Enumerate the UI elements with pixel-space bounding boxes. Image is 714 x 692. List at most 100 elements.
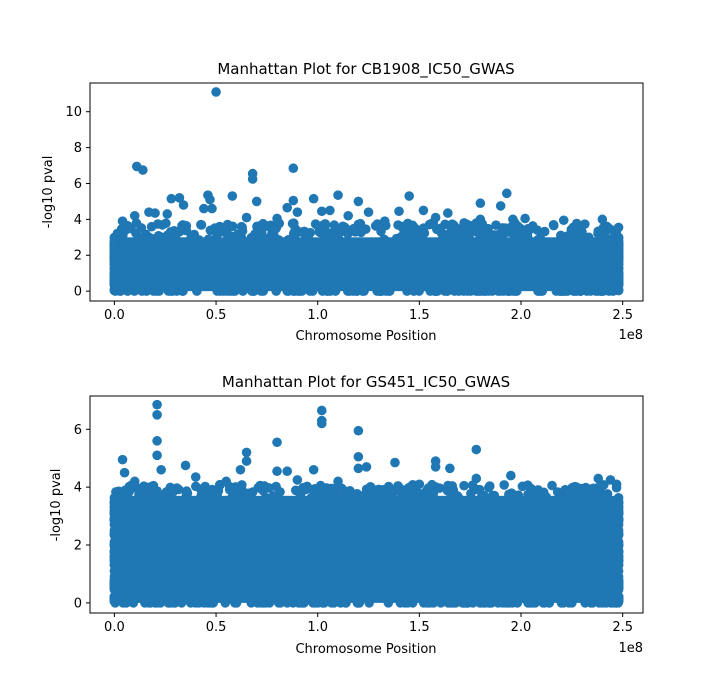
chart-top-point [186, 233, 196, 244]
chart-bottom-point [165, 598, 176, 608]
chart-bottom-point [109, 551, 120, 562]
chart-bottom-point [212, 489, 223, 500]
chart-bottom-point [476, 598, 486, 608]
chart-bottom-dense-point-band [114, 495, 619, 603]
chart-top-point [110, 286, 121, 296]
chart-top-outlier-point [162, 209, 173, 219]
chart-top-point [305, 286, 315, 296]
chart-bottom-point [295, 598, 306, 608]
chart-top-outlier-point [174, 193, 185, 203]
chart-bottom-point [109, 539, 120, 550]
chart-top-point [613, 259, 624, 270]
chart-bottom-outlier-point [152, 410, 162, 420]
chart-bottom-point [613, 530, 624, 541]
chart-bottom-point [185, 598, 196, 608]
chart-bottom-point [208, 598, 219, 608]
chart-top-point [613, 250, 624, 260]
chart-bottom-point [402, 598, 413, 608]
chart-top-point [348, 224, 358, 234]
chart-bottom-x-tick-label: 1.5 [409, 620, 430, 635]
chart-top-y-tick-label: 6 [74, 177, 82, 192]
chart-bottom-point [264, 483, 274, 493]
chart-top-point [248, 234, 258, 244]
chart-bottom-outlier-point [152, 436, 162, 446]
chart-top-point [411, 234, 421, 245]
chart-top-point [134, 232, 144, 243]
chart-bottom-point [541, 492, 552, 502]
chart-top-point [535, 286, 546, 296]
chart-bottom-point [381, 493, 392, 504]
chart-bottom-outlier-point [353, 463, 364, 474]
chart-bottom-outlier-point [221, 476, 232, 487]
chart-bottom-point [507, 598, 518, 608]
chart-bottom-point [529, 492, 540, 503]
chart-top-point [372, 219, 383, 229]
chart-top-outlier-point [325, 205, 335, 216]
chart-top-point [290, 229, 301, 240]
chart-bottom-point [255, 480, 265, 491]
chart-top-point [320, 220, 331, 230]
chart-top-point [109, 250, 120, 260]
chart-bottom-outlier-point [430, 462, 441, 472]
chart-top-outlier-point [343, 210, 354, 221]
chart-top-outlier-point [138, 165, 148, 175]
chart-bottom-point [190, 481, 201, 492]
chart-top-point [221, 227, 232, 238]
chart-top-point [181, 221, 192, 231]
chart-bottom-point [564, 598, 574, 608]
chart-top-point [109, 259, 120, 270]
chart-bottom-x-tick-label: 2.0 [511, 620, 532, 635]
chart-top-point [238, 286, 248, 296]
chart-bottom-y-ticks: 0 2 4 6 [74, 423, 90, 611]
chart-top-point [109, 269, 120, 280]
chart-top-point [283, 235, 294, 245]
chart-top-outlier-point [548, 219, 559, 230]
chart-bottom-outlier-point [152, 450, 162, 461]
chart-top-point [376, 226, 386, 237]
chart-top-point [146, 221, 157, 232]
chart-bottom-outlier-point [445, 463, 455, 474]
chart-top-outlier-point [605, 234, 616, 244]
chart-bottom-outlier-point [180, 460, 191, 471]
chart-top-point [471, 227, 482, 237]
chart-top-outlier-point [577, 227, 587, 237]
chart-bottom-point [393, 481, 403, 491]
chart-bottom-point [613, 566, 624, 576]
chart-bottom-point [355, 491, 366, 502]
chart-top-point [348, 286, 359, 296]
chart-top-point [613, 277, 624, 287]
chart-bottom-point [109, 516, 120, 526]
chart-top-outlier-point [316, 206, 327, 217]
chart-bottom-point [282, 598, 293, 608]
chart-bottom-x-axis-label: Chromosome Position [295, 642, 436, 657]
chart-top-point [203, 234, 214, 245]
chart-top-point [196, 219, 206, 230]
chart-bottom-point [445, 598, 456, 608]
chart-bottom-point [220, 598, 231, 608]
chart-bottom-point [339, 494, 350, 505]
chart-top-point [177, 286, 188, 296]
chart-bottom-point [611, 598, 621, 608]
chart-top-outlier-point [251, 196, 262, 207]
chart-top-outlier-point [241, 212, 252, 223]
chart-bottom-point [378, 484, 389, 495]
chart-bottom-point [194, 598, 204, 608]
chart-top-outlier-point [475, 198, 486, 209]
chart-bottom-outlier-point [190, 472, 201, 482]
chart-bottom-point [448, 491, 458, 501]
chart-top-outlier-point [211, 87, 221, 97]
chart-top-outlier-point [558, 215, 569, 226]
chart-bottom-point [317, 598, 328, 608]
chart-bottom-point [523, 598, 533, 608]
chart-bottom-point [388, 494, 399, 504]
chart-bottom-point [504, 489, 514, 500]
chart-bottom-point [237, 480, 247, 490]
chart-top-outlier-point [404, 191, 414, 201]
chart-bottom-outlier-point [156, 464, 166, 475]
chart-top-point [148, 286, 159, 296]
chart-top-point [570, 286, 580, 296]
chart-bottom-point [109, 566, 120, 576]
chart-top-point [464, 231, 474, 242]
chart-bottom-point [302, 481, 312, 492]
chart-top-outlier-point [501, 188, 512, 199]
